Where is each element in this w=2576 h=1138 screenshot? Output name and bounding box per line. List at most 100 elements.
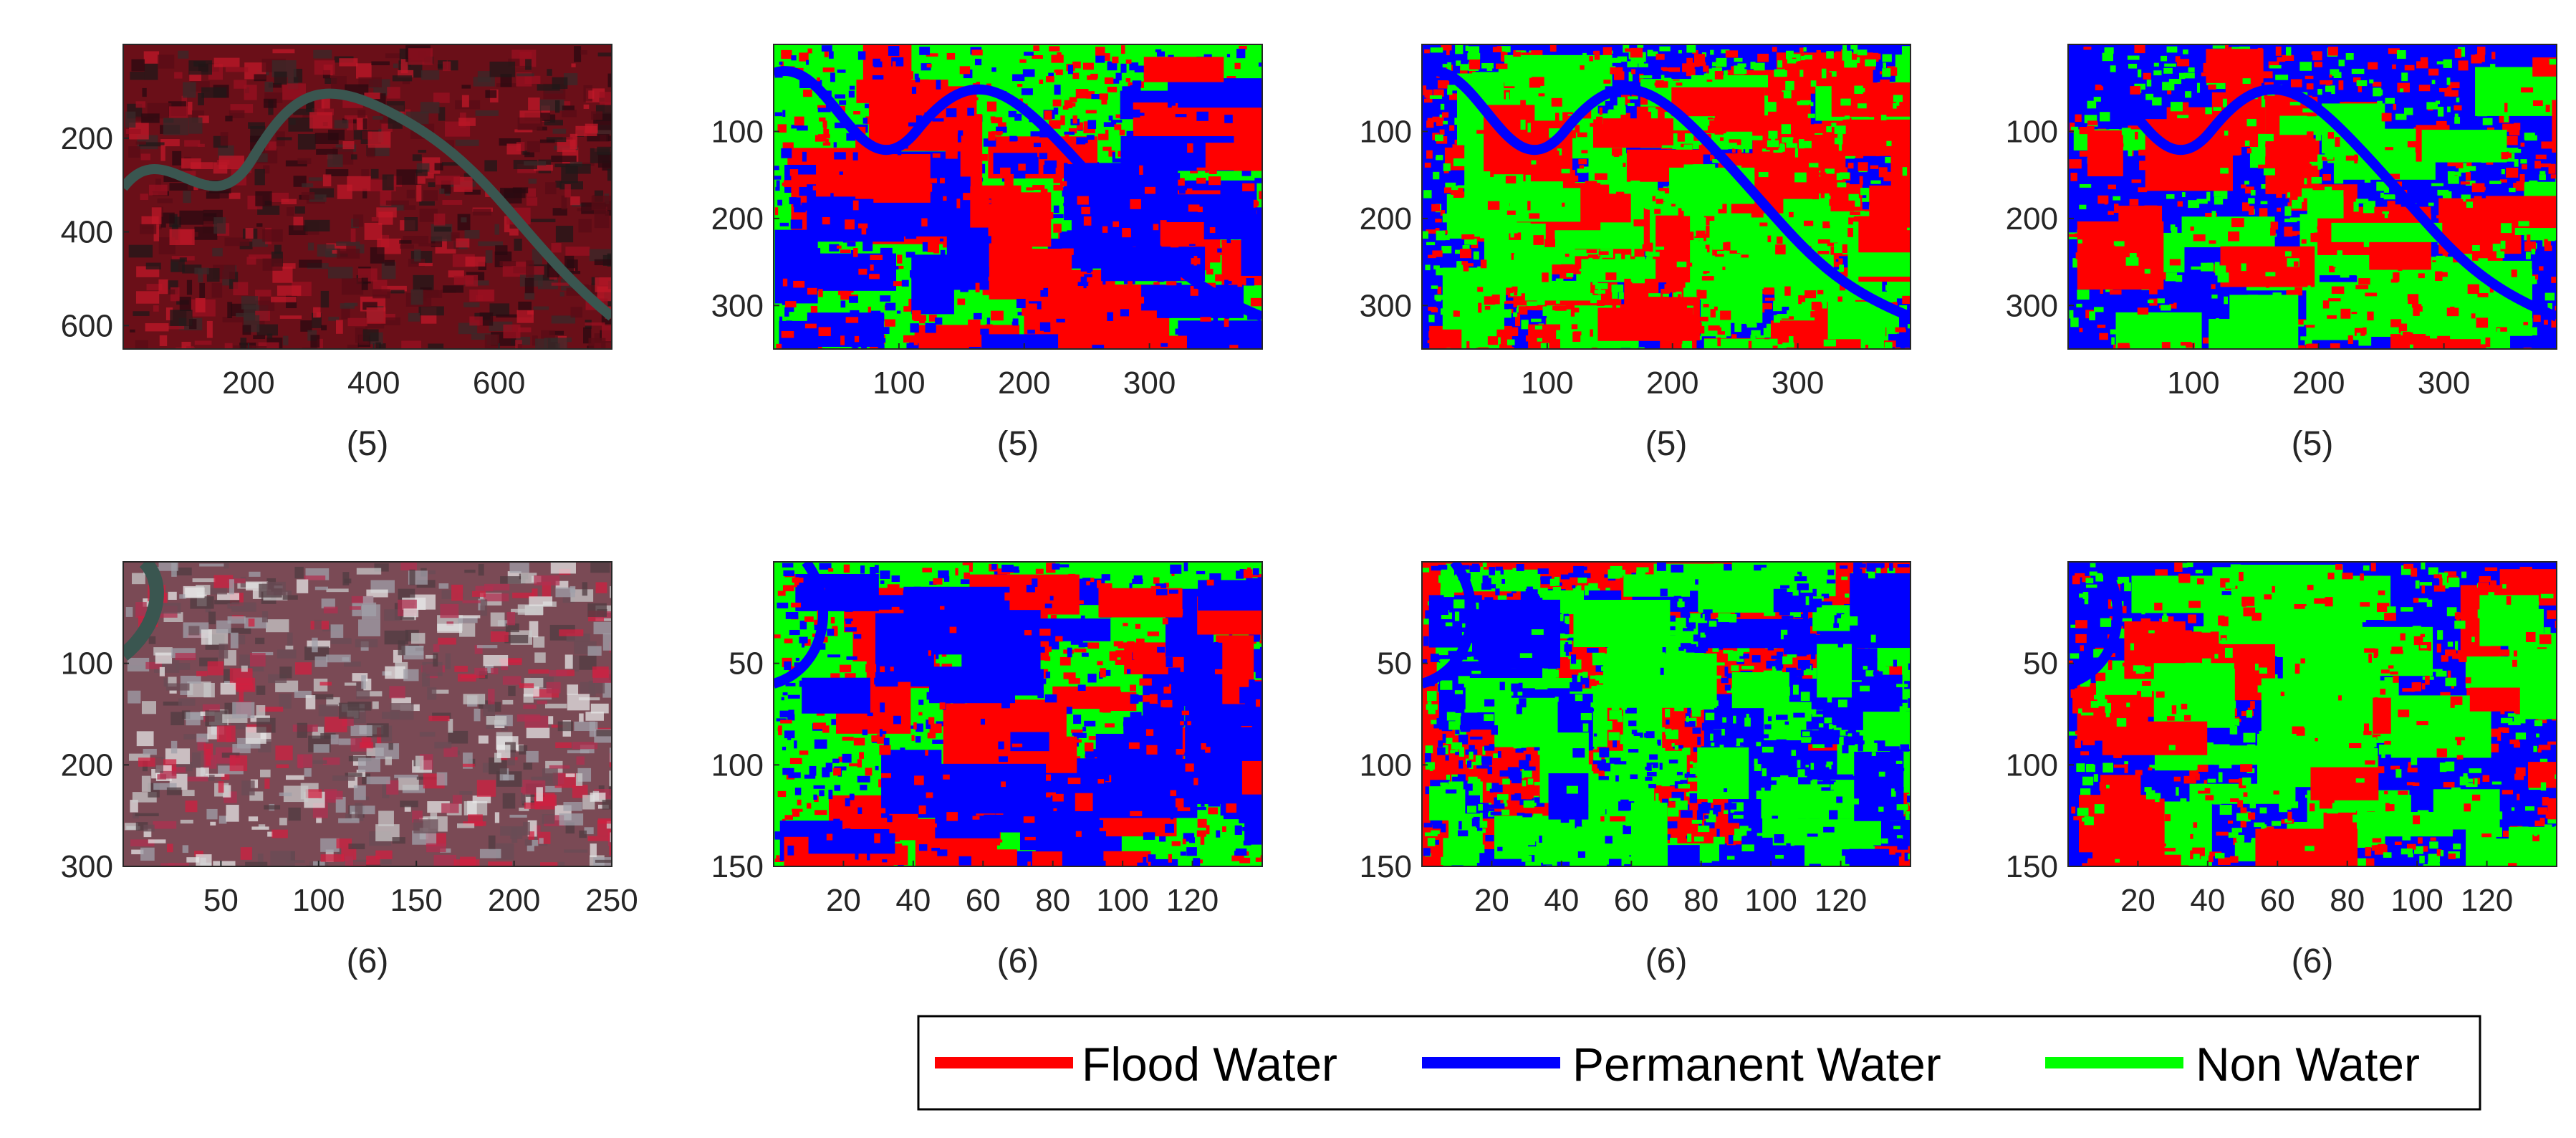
image-texture — [274, 263, 296, 269]
classification-patch — [1638, 63, 1648, 67]
image-texture — [489, 303, 510, 317]
image-texture — [274, 71, 287, 85]
image-texture — [366, 307, 386, 324]
classification-patch — [1595, 283, 1608, 290]
classification-patch — [1686, 69, 1696, 77]
classification-patch — [1008, 110, 1017, 118]
image-texture — [544, 338, 568, 349]
classification-patch — [1451, 188, 1464, 199]
classification-patch — [1548, 150, 1559, 161]
classification-patch — [2231, 218, 2244, 228]
classification-patch — [972, 189, 976, 193]
classification-patch — [1794, 274, 1800, 279]
classification-patch — [1719, 140, 1730, 144]
classification-patch — [937, 161, 943, 166]
classification-patch — [781, 148, 792, 158]
classification-patch — [1429, 95, 1443, 99]
classification-patch — [2211, 284, 2216, 290]
classification-patch — [901, 123, 908, 131]
image-texture — [160, 863, 175, 866]
classification-patch — [2144, 205, 2158, 211]
image-texture — [155, 178, 161, 191]
classification-patch — [1214, 326, 1219, 334]
classification-patch — [1474, 222, 1482, 231]
classification-patch — [1207, 196, 1215, 204]
classification-patch — [1175, 114, 1187, 118]
classification-patch — [1739, 287, 1744, 297]
classification-patch — [1463, 263, 1469, 272]
classification-patch — [883, 223, 888, 229]
classification-patch — [2462, 216, 2469, 224]
classification-patch — [1555, 113, 1559, 121]
image-texture — [275, 680, 299, 692]
classification-patch — [2161, 342, 2171, 349]
image-texture — [448, 270, 464, 278]
image-texture — [398, 777, 419, 790]
classification-patch — [2333, 259, 2337, 267]
classification-patch — [1663, 201, 1669, 206]
classification-patch — [1773, 303, 1782, 312]
classification-patch — [1712, 240, 1724, 250]
classification-patch — [957, 298, 966, 305]
image-texture — [350, 228, 356, 242]
image-texture — [552, 208, 567, 216]
classification-patch — [1081, 206, 1090, 214]
image-texture — [555, 580, 569, 589]
classification-patch — [1224, 317, 1229, 327]
classification-patch — [807, 287, 817, 295]
classification-patch — [1436, 118, 1443, 126]
classification-patch — [1634, 55, 1644, 64]
image-texture — [559, 181, 583, 190]
image-texture — [465, 257, 486, 267]
classification-patch — [2340, 308, 2351, 319]
classification-patch — [2108, 184, 2116, 190]
classification-patch — [2171, 102, 2183, 112]
classification-patch — [1014, 115, 1022, 121]
classification-patch — [936, 80, 941, 90]
classification-patch — [1868, 112, 1874, 118]
classification-patch — [1213, 316, 1219, 325]
image-texture — [524, 152, 534, 158]
image-texture — [544, 703, 567, 709]
classification-patch — [2487, 266, 2501, 274]
classification-patch — [1431, 204, 1441, 212]
image-texture — [314, 60, 335, 75]
classification-patch — [1737, 149, 1742, 158]
classification-patch — [1254, 133, 1262, 139]
classification-patch — [1580, 272, 1592, 282]
classification-patch — [1168, 272, 1179, 277]
classification-patch — [1877, 53, 1881, 60]
classification-patch — [2426, 102, 2438, 110]
classification-patch — [1688, 62, 1700, 67]
classification-patch — [1714, 201, 1723, 209]
classification-patch — [2143, 72, 2151, 80]
image-texture — [475, 585, 494, 592]
classification-patch — [857, 86, 868, 95]
classification-patch — [1865, 59, 1877, 67]
classification-patch — [959, 176, 971, 187]
classification-patch — [2552, 100, 2557, 153]
classification-patch — [2329, 75, 2332, 78]
image-texture — [248, 618, 255, 627]
classification-patch — [1456, 261, 1464, 269]
image-texture — [544, 120, 563, 126]
classification-patch — [2446, 307, 2459, 317]
image-texture — [307, 242, 314, 251]
y-tick-label: 200 — [61, 121, 113, 156]
classification-patch — [2439, 87, 2452, 92]
image-texture — [565, 247, 590, 256]
image-texture — [339, 58, 358, 67]
classification-patch — [1557, 148, 1562, 156]
image-texture — [525, 59, 532, 70]
classification-patch — [2075, 114, 2082, 123]
classification-patch — [2507, 150, 2512, 158]
classification-patch — [910, 323, 919, 333]
classification-patch — [1767, 162, 1777, 168]
classification-patch — [1698, 148, 1711, 155]
classification-patch — [2191, 266, 2203, 270]
image-texture — [244, 85, 257, 100]
classification-patch — [1644, 186, 1648, 192]
classification-patch — [1782, 90, 1792, 99]
classification-patch — [841, 271, 845, 280]
classification-patch — [1424, 91, 1431, 98]
